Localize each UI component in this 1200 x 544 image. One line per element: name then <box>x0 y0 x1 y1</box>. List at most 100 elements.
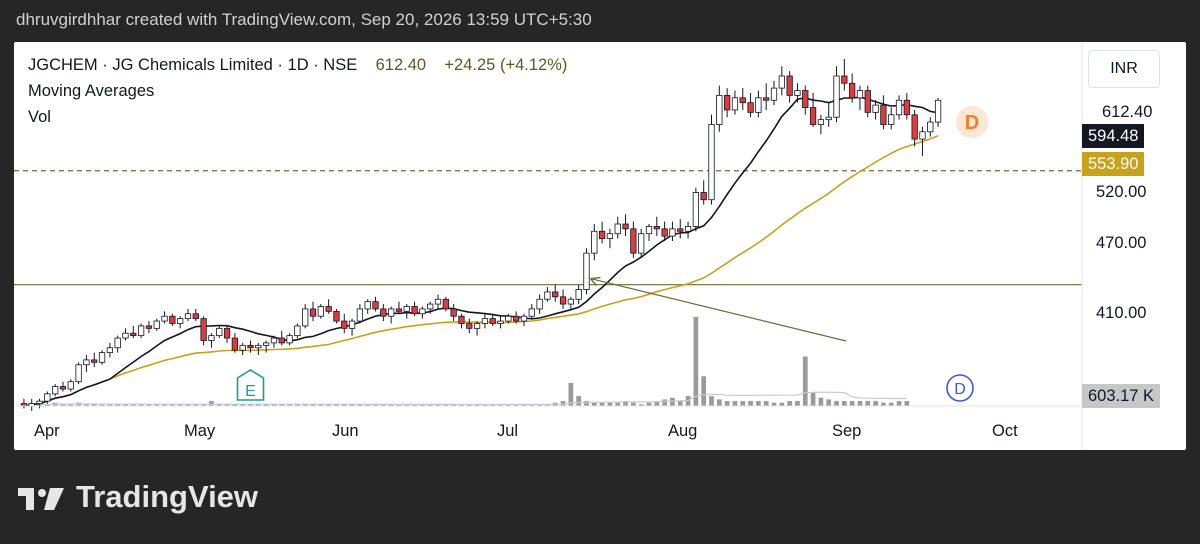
candle-down <box>809 107 817 125</box>
volume-bar <box>529 404 535 406</box>
candle-up <box>52 386 59 395</box>
candle-up <box>755 97 762 113</box>
x-tick-label: Jun <box>332 422 359 440</box>
volume-bar <box>443 404 449 406</box>
y-tick-label: 520.00 <box>1096 183 1147 201</box>
dividend-volume-marker-label: D <box>954 381 966 398</box>
volume-bar <box>662 399 667 406</box>
volume-bar <box>638 404 644 406</box>
candle-up <box>919 131 926 140</box>
candle-up <box>927 121 934 133</box>
volume-bar <box>466 404 472 406</box>
x-tick-label: Sep <box>832 422 862 440</box>
candle-up <box>934 99 942 123</box>
candle-down <box>309 308 317 317</box>
tradingview-logo-icon <box>18 488 64 510</box>
volume-bar <box>310 404 316 406</box>
candle-down <box>802 90 809 108</box>
x-tick-label: Jul <box>497 422 519 440</box>
volume-bar <box>240 404 246 406</box>
x-tick-label: Apr <box>34 422 60 440</box>
candle-up <box>794 90 801 96</box>
symbol-legend: JGCHEM · JG Chemicals Limited · 1D · NSE… <box>28 56 567 75</box>
volume-bar <box>763 401 769 406</box>
candle-down <box>880 104 887 125</box>
volume-bar <box>177 404 183 406</box>
volume-bar <box>654 401 660 406</box>
volume-bar <box>130 404 136 406</box>
x-tick-label: Aug <box>668 422 698 440</box>
volume-bar <box>498 404 503 406</box>
volume-bar <box>482 404 488 406</box>
volume-bar <box>849 401 855 406</box>
volume-bar <box>396 404 402 406</box>
candle-up <box>434 298 442 305</box>
x-tick-label: May <box>184 422 216 440</box>
candle-up <box>505 315 512 322</box>
candle-down <box>723 94 731 111</box>
price-chart[interactable]: E D D <box>14 42 1186 450</box>
volume-bar <box>474 404 480 406</box>
volume-bar <box>263 404 269 406</box>
candle-up <box>778 75 785 89</box>
volume-bar <box>193 404 199 406</box>
volume-bar <box>810 392 816 406</box>
volume-bar <box>146 404 152 406</box>
candle-down <box>192 313 199 320</box>
volume-bar <box>584 401 589 406</box>
volume-bar <box>615 402 621 406</box>
indicator-moving-averages[interactable]: Moving Averages <box>28 82 155 100</box>
candle-down <box>466 323 473 329</box>
volume-bar <box>302 404 308 406</box>
volume-bar <box>255 404 261 406</box>
indicator-volume[interactable]: Vol <box>28 108 51 126</box>
volume-bar <box>349 404 355 406</box>
candle-down <box>700 192 707 201</box>
earnings-marker-label: E <box>245 383 256 400</box>
candle-up <box>481 318 489 324</box>
volume-bar <box>412 404 417 406</box>
trend-arrow-line <box>590 278 847 342</box>
chart-panel[interactable]: E D D JGCHEM · JG Chemicals Limited · 1D ·… <box>14 42 1186 450</box>
volume-bar <box>91 404 97 406</box>
volume-bar <box>591 402 597 406</box>
volume-bar <box>287 404 292 406</box>
candle-up <box>575 289 582 300</box>
candle-up <box>473 323 481 329</box>
volume-bar <box>506 404 511 406</box>
candle-down <box>231 337 239 351</box>
candle-up <box>895 99 903 116</box>
volume-ma-line <box>23 391 907 405</box>
candle-up <box>591 230 598 254</box>
candle-up <box>638 233 645 254</box>
candle-up <box>817 119 825 125</box>
volume-bar <box>787 401 792 406</box>
volume-bar <box>724 401 730 406</box>
volume-bar <box>380 404 386 406</box>
currency-selector[interactable]: INR <box>1088 50 1160 88</box>
candle-up <box>716 94 723 125</box>
volume-bar <box>154 404 160 406</box>
volume-bar <box>334 404 339 406</box>
volume-bar <box>373 404 378 406</box>
candle-down <box>911 114 918 140</box>
volume-bar <box>232 404 238 406</box>
volume-bar <box>568 382 574 406</box>
volume-bar <box>795 401 800 406</box>
volume-bar <box>201 404 206 406</box>
candle-down <box>130 332 137 337</box>
candle-up <box>825 116 832 121</box>
candle-up <box>645 226 653 235</box>
candle-down <box>325 306 332 312</box>
volume-bar <box>881 402 886 406</box>
candle-down <box>169 315 176 324</box>
volume-bar <box>576 396 582 406</box>
volume-bar <box>670 397 675 406</box>
volume-bar <box>490 404 496 406</box>
symbol-interval: 1D <box>287 56 309 74</box>
candle-up <box>75 364 82 383</box>
dividend-marker-label: D <box>965 112 979 134</box>
candle-up <box>36 400 43 404</box>
candle-down <box>372 301 379 310</box>
candle-down <box>91 359 98 363</box>
